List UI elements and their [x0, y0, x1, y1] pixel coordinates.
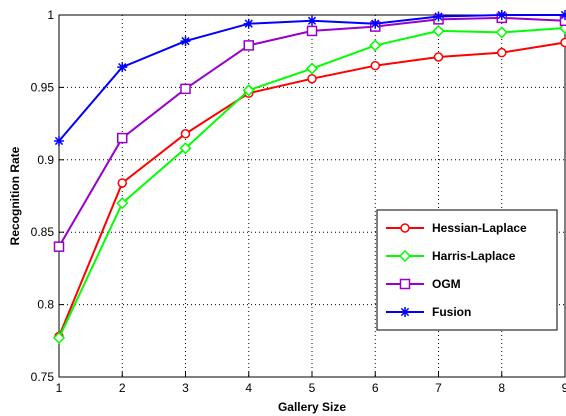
data-point [52, 331, 66, 344]
x-tick-label: 4 [245, 381, 252, 395]
data-point [307, 15, 317, 26]
legend-label: Hessian-Laplace [432, 221, 527, 235]
legend-item: Hessian-Laplace [386, 221, 527, 235]
data-point [54, 135, 64, 146]
data-point [496, 10, 507, 20]
data-point [243, 40, 254, 51]
x-tick-label: 6 [372, 381, 379, 395]
x-tick-label: 9 [562, 381, 566, 395]
legend-item: Fusion [386, 305, 471, 319]
data-point [179, 142, 192, 155]
x-axis-title: Gallery Size [278, 400, 346, 414]
y-tick-label: 0.75 [31, 370, 55, 384]
y-tick-label: 0.95 [31, 80, 55, 94]
series-layer [52, 10, 566, 344]
legend-label: OGM [432, 277, 461, 291]
legend: Hessian-Laplace Harris-Laplace OGM Fusion [376, 209, 558, 331]
data-point [369, 39, 382, 52]
legend-label: Harris-Laplace [432, 249, 516, 263]
data-point [398, 249, 412, 263]
x-tick-label: 7 [435, 381, 442, 395]
x-tick-label: 8 [498, 381, 505, 395]
x-tick-label: 2 [119, 381, 126, 395]
data-point [400, 223, 410, 233]
data-point [116, 197, 129, 210]
y-tick-label: 1 [47, 8, 54, 22]
data-point [495, 26, 508, 39]
data-point [117, 178, 127, 188]
x-tick-label: 5 [309, 381, 316, 395]
data-point [53, 241, 65, 252]
legend-label: Fusion [432, 305, 471, 319]
data-point [432, 24, 445, 37]
data-point [180, 128, 191, 139]
x-tick-label: 3 [182, 381, 189, 395]
data-point [370, 18, 381, 29]
data-point [305, 62, 319, 75]
data-point [370, 60, 380, 71]
data-point [560, 37, 566, 48]
data-point [242, 84, 255, 97]
data-point [433, 11, 444, 22]
y-axis-title: Recognition Rate [8, 146, 22, 245]
data-point [497, 47, 507, 58]
data-point [306, 25, 318, 37]
data-point [399, 278, 411, 290]
y-tick-label: 0.9 [37, 153, 54, 167]
data-point [400, 307, 410, 317]
data-point [117, 62, 128, 73]
series-fusion [54, 10, 566, 146]
axis-ticks: 1 2 3 4 5 6 7 8 9 0.75 0.8 0.85 0.9 0.95 1 [31, 8, 566, 395]
y-tick-label: 0.8 [37, 298, 54, 312]
data-point [433, 52, 444, 62]
data-point [180, 36, 191, 47]
x-tick-label: 1 [56, 381, 63, 395]
y-tick-label: 0.85 [31, 225, 55, 239]
data-point [117, 132, 128, 144]
data-point [180, 83, 191, 95]
legend-item: OGM [386, 277, 461, 291]
legend-item: Harris-Laplace [386, 249, 516, 263]
data-point [307, 73, 317, 84]
data-point [243, 18, 254, 29]
data-point [560, 10, 566, 20]
